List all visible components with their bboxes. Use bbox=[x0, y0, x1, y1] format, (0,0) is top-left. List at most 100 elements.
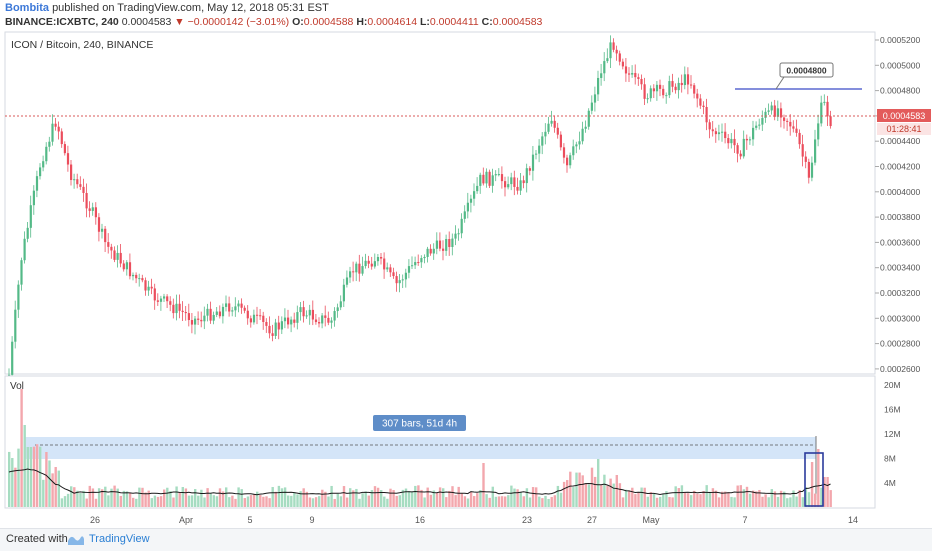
candle-body bbox=[488, 171, 491, 186]
candle-body bbox=[556, 127, 559, 135]
candle-body bbox=[733, 138, 736, 146]
footer: Created with TradingView bbox=[0, 528, 932, 551]
volume-bar bbox=[727, 492, 730, 507]
volume-pane[interactable]: Vol 307 bars, 51d 4h bbox=[4, 375, 876, 509]
candle-body bbox=[345, 277, 349, 285]
volume-bar bbox=[745, 486, 749, 507]
candle-body bbox=[414, 262, 417, 266]
volume-bar bbox=[795, 496, 798, 507]
candle-body bbox=[528, 168, 531, 171]
author-name[interactable]: Bombita bbox=[5, 2, 49, 14]
candle-body bbox=[674, 86, 677, 91]
volume-axis: 20M 16M 12M 8M 4M bbox=[884, 380, 901, 488]
candle-body bbox=[299, 307, 302, 313]
candle-body bbox=[178, 303, 181, 311]
volume-bar bbox=[212, 495, 215, 507]
candle-body bbox=[17, 284, 20, 310]
volume-bar bbox=[274, 491, 277, 507]
candle-body bbox=[652, 88, 655, 92]
candle-body bbox=[739, 153, 742, 157]
candle-body bbox=[352, 271, 355, 273]
volume-bar bbox=[451, 486, 454, 507]
countdown-tag bbox=[877, 123, 931, 135]
ohlc-line: BINANCE:ICXBTC, 240 0.0004583 ▼ −0.00001… bbox=[5, 16, 542, 28]
candle-body bbox=[206, 308, 209, 316]
candle-body bbox=[460, 218, 463, 234]
candle-body bbox=[389, 267, 392, 273]
volume-bar bbox=[522, 496, 525, 507]
price-axis[interactable]: 0.00052000.00050000.00048000.00046000.00… bbox=[875, 35, 931, 374]
volume-bar bbox=[181, 487, 184, 507]
volume-bar bbox=[342, 486, 346, 507]
candle-body bbox=[748, 139, 752, 141]
candle-body bbox=[562, 147, 566, 158]
time-axis-ticks: 26 Apr 5 9 16 23 27 May 7 14 bbox=[90, 515, 858, 525]
volume-bar bbox=[603, 474, 606, 507]
volume-bar bbox=[60, 498, 64, 507]
candle-body bbox=[603, 61, 606, 74]
volume-bar bbox=[321, 489, 324, 507]
candle-body bbox=[110, 246, 113, 251]
volume-bar bbox=[488, 497, 491, 507]
volume-bar bbox=[463, 496, 467, 507]
tradingview-logo-icon[interactable] bbox=[67, 532, 85, 546]
volume-bar bbox=[184, 488, 188, 507]
date-range-measure[interactable] bbox=[25, 437, 816, 459]
volume-bar bbox=[249, 495, 253, 507]
price-chart[interactable]: ICON / Bitcoin, 240, BINANCE 0.0004800 0… bbox=[0, 30, 932, 528]
candle-body bbox=[730, 138, 733, 144]
candle-body bbox=[97, 217, 101, 232]
candle-body bbox=[153, 288, 156, 301]
candle-body bbox=[575, 144, 578, 147]
volume-bar bbox=[445, 497, 448, 507]
volume-axis-ticks: 20M 16M 12M 8M 4M bbox=[884, 380, 901, 488]
tradingview-brand-link[interactable]: TradingView bbox=[89, 533, 150, 545]
volume-bar bbox=[14, 467, 17, 507]
candle-body bbox=[522, 180, 525, 184]
price-tick-label: 0.0002800 bbox=[880, 339, 920, 349]
candle-body bbox=[649, 88, 652, 99]
volume-bar bbox=[569, 471, 572, 507]
candle-body bbox=[122, 263, 125, 270]
candle-body bbox=[504, 181, 507, 188]
candle-body bbox=[668, 81, 671, 96]
candle-body bbox=[541, 136, 544, 146]
volume-highlight-box[interactable] bbox=[804, 452, 824, 507]
price-tick-label: 0.0005200 bbox=[880, 35, 920, 45]
volume-bar bbox=[302, 488, 305, 507]
candle-body bbox=[113, 250, 116, 260]
volume-bar bbox=[485, 494, 488, 507]
candle-body bbox=[367, 260, 370, 264]
candle-body bbox=[807, 161, 810, 178]
candle-body bbox=[91, 207, 94, 211]
candle-body bbox=[398, 280, 401, 284]
volume-bar bbox=[671, 497, 674, 507]
candle-body bbox=[454, 233, 457, 239]
volume-bar bbox=[507, 495, 510, 507]
candle-body bbox=[308, 309, 311, 316]
candle-body bbox=[280, 321, 283, 330]
candle-body bbox=[26, 227, 29, 239]
volume-bar bbox=[730, 496, 733, 507]
volume-bar bbox=[206, 488, 209, 507]
candle-body bbox=[14, 309, 17, 342]
candle-body bbox=[324, 315, 327, 318]
candle-body bbox=[404, 272, 407, 280]
price-tick-label: 0.0002600 bbox=[880, 364, 920, 374]
candle-body bbox=[451, 238, 454, 247]
candle-body bbox=[609, 42, 612, 59]
candle-body bbox=[305, 315, 308, 317]
volume-bar bbox=[330, 485, 333, 507]
price-annotation-box[interactable] bbox=[779, 62, 834, 78]
candle-body bbox=[761, 117, 764, 125]
candle-body bbox=[479, 174, 482, 186]
price-pane[interactable]: ICON / Bitcoin, 240, BINANCE 0.0004800 bbox=[4, 31, 876, 381]
time-axis[interactable]: 26 Apr 5 9 16 23 27 May 7 14 bbox=[5, 507, 875, 525]
date-tick-label: May bbox=[642, 515, 660, 525]
date-tick-label: 5 bbox=[247, 515, 252, 525]
volume-bar bbox=[268, 498, 271, 507]
candle-body bbox=[42, 161, 45, 168]
candle-body bbox=[209, 308, 212, 321]
volume-bar bbox=[48, 460, 51, 507]
symbol-label: BINANCE:ICXBTC, 240 bbox=[5, 16, 119, 28]
